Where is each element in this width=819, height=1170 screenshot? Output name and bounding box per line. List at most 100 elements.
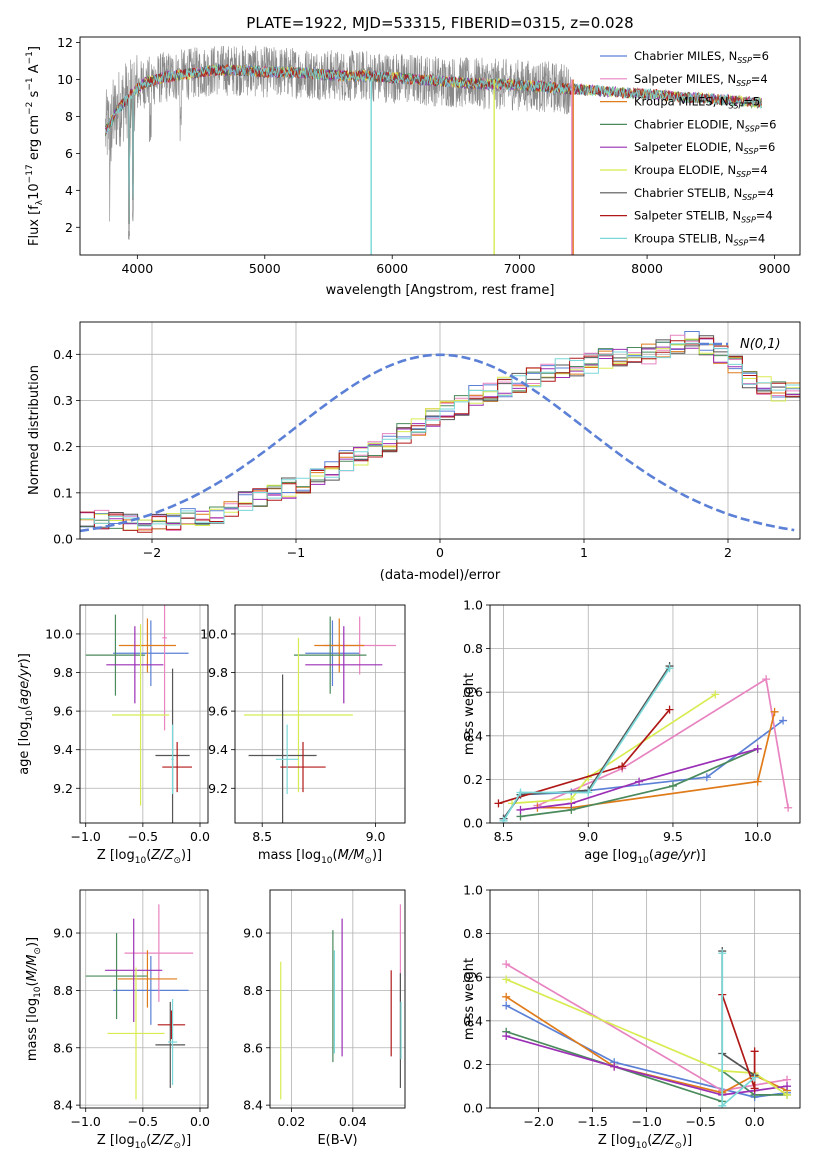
x-axis-label-part: )] xyxy=(372,848,382,863)
legend-label-text: Chabrier MILES, N xyxy=(634,49,737,63)
legend-label-text: Kroupa MILES, N xyxy=(634,95,729,109)
histogram-salpeter-elodie xyxy=(80,338,800,531)
data-point-marker xyxy=(516,805,525,814)
series-line xyxy=(520,748,759,818)
errorbar-kroupa-stelib xyxy=(168,999,178,1086)
legend-label-sub: SSP xyxy=(745,124,760,133)
axes-frame xyxy=(79,321,801,540)
y-tick-label: 0.2 xyxy=(53,439,73,454)
legend-label-text: Kroupa ELODIE, N xyxy=(634,163,736,177)
data-point-marker xyxy=(750,1047,759,1056)
x-tick-label: 9.0 xyxy=(366,829,386,844)
errorbar-chabrier-stelib xyxy=(155,1001,186,1088)
y-axis-label-part: −17 xyxy=(25,164,35,183)
histogram-kroupa-stelib xyxy=(80,342,800,528)
data-point-marker xyxy=(502,1001,511,1010)
normal-distribution-curve xyxy=(80,353,795,533)
errorbar-salpeter-miles xyxy=(162,605,167,731)
x-tick-label: 7000 xyxy=(504,261,536,276)
legend-label-suffix: =4 xyxy=(756,209,773,223)
y-tick-label: 0.6 xyxy=(463,685,483,700)
y-tick-label: 9.6 xyxy=(208,704,228,719)
x-axis-label-part: ( xyxy=(649,848,654,863)
y-axis-label-part: age/yr xyxy=(17,662,32,705)
data-point-marker xyxy=(718,1101,727,1108)
series-line xyxy=(537,711,776,809)
y-tick-label: 10.0 xyxy=(200,626,228,641)
x-axis-label-part: ⊙ xyxy=(364,856,372,866)
series-line xyxy=(505,978,788,1096)
y-axis-label-part: ⊙ xyxy=(33,947,43,955)
errorbar-salpeter-stelib xyxy=(280,741,326,793)
x-tick-label: −2.0 xyxy=(523,1114,553,1129)
x-axis-label: mass [log10(M/M⊙)] xyxy=(258,848,382,866)
y-axis-label-part: Flux [f xyxy=(27,205,42,246)
x-tick-label: 8.5 xyxy=(252,829,272,844)
series-salpeter-stelib xyxy=(494,705,674,808)
legend-label-salpeter-miles: Salpeter MILES, NSSP=4 xyxy=(634,72,768,88)
y-tick-label: 0.8 xyxy=(463,926,483,941)
legend-label-chabrier-miles: Chabrier MILES, NSSP=6 xyxy=(634,49,769,65)
panel-spectrum: 4000 5000 6000 7000 8000 9000 2 4 6 8 10 12 Chabrier… xyxy=(25,35,801,298)
x-tick-label: −0.5 xyxy=(128,1114,158,1129)
x-axis-label-part: )] xyxy=(181,1133,191,1148)
data-point-marker xyxy=(784,803,793,812)
y-tick-label: 2 xyxy=(65,220,73,235)
errorbar-salpeter-stelib xyxy=(162,741,192,793)
x-tick-label: −1 xyxy=(287,545,305,560)
y-tick-label: 8.4 xyxy=(243,1098,263,1113)
x-tick-label: 0.0 xyxy=(190,829,210,844)
errorbar-kroupa-elodie xyxy=(244,637,353,793)
x-tick-label: 9.5 xyxy=(663,829,683,844)
y-axis-label-part: mass [log xyxy=(25,998,40,1061)
legend-label-suffix: =6 xyxy=(760,117,777,131)
data-point-marker xyxy=(610,1062,619,1071)
data-point-marker xyxy=(711,690,720,699)
y-tick-label: 0.4 xyxy=(53,347,73,362)
x-axis-label-part: mass [log xyxy=(258,848,321,863)
legend-label-normal: N(0,1) xyxy=(740,337,781,352)
y-axis-label-part: A xyxy=(27,64,42,77)
grid xyxy=(80,605,208,823)
grid xyxy=(270,890,405,1108)
panel-mass-weight-vs-Z: −2.0 −1.5 −1.0 −0.5 0.0 0.0 0.2 0.4 0.6 0.8 1.0 Z [… xyxy=(462,883,801,1151)
x-axis-label: age [log10(age/yr)] xyxy=(584,848,706,866)
legend-label-suffix: =4 xyxy=(748,231,765,245)
plot-area xyxy=(244,616,396,823)
errorbar-salpeter-miles xyxy=(124,904,194,1002)
errorbar-chabrier-elodie xyxy=(85,933,148,1020)
x-axis-label-part: 10 xyxy=(637,856,649,866)
x-tick-label: 10.0 xyxy=(744,829,772,844)
data-point-marker xyxy=(753,777,762,786)
series-kroupa-stelib xyxy=(718,949,759,1108)
legend-label-suffix: =4 xyxy=(751,163,768,177)
y-tick-label: 9.8 xyxy=(208,665,228,680)
legend-label-text: Salpeter ELODIE, N xyxy=(634,140,744,154)
x-axis-label-part: ⊙ xyxy=(674,1141,682,1151)
y-tick-label: 8.8 xyxy=(243,983,263,998)
legend-label-kroupa-miles: Kroupa MILES, NSSP=5 xyxy=(634,95,760,111)
y-tick-label: 0.0 xyxy=(463,816,483,831)
legend-label-chabrier-elodie: Chabrier ELODIE, NSSP=6 xyxy=(634,117,776,133)
x-tick-label: −1.0 xyxy=(71,829,101,844)
legend-label-chabrier-stelib: Chabrier STELIB, NSSP=4 xyxy=(634,186,774,202)
x-axis-label-part: ( xyxy=(146,1133,151,1148)
data-point-marker xyxy=(584,788,593,797)
data-point-marker xyxy=(750,1073,759,1082)
errorbar-salpeter-elodie xyxy=(106,626,164,704)
panel-mass-vs-EBV: 0.02 0.04 8.4 8.6 8.8 9.0 E(B-V) xyxy=(243,889,406,1148)
errorbar-salpeter-stelib xyxy=(157,1010,186,1040)
y-tick-label: 9.8 xyxy=(53,665,73,680)
series-line xyxy=(502,667,671,822)
plot-area xyxy=(85,605,192,823)
data-point-marker xyxy=(618,762,627,771)
y-tick-label: 8 xyxy=(65,109,73,124)
errorbar-kroupa-elodie xyxy=(112,624,170,806)
x-tick-label: −0.5 xyxy=(685,1114,715,1129)
x-tick-label: 4000 xyxy=(121,261,153,276)
legend-label-sub: SSP xyxy=(736,79,751,88)
data-point-marker xyxy=(668,781,677,790)
x-axis-label-part: 10 xyxy=(135,856,147,866)
plot-area xyxy=(85,904,194,1100)
y-axis-label-part: −2 xyxy=(25,102,35,115)
